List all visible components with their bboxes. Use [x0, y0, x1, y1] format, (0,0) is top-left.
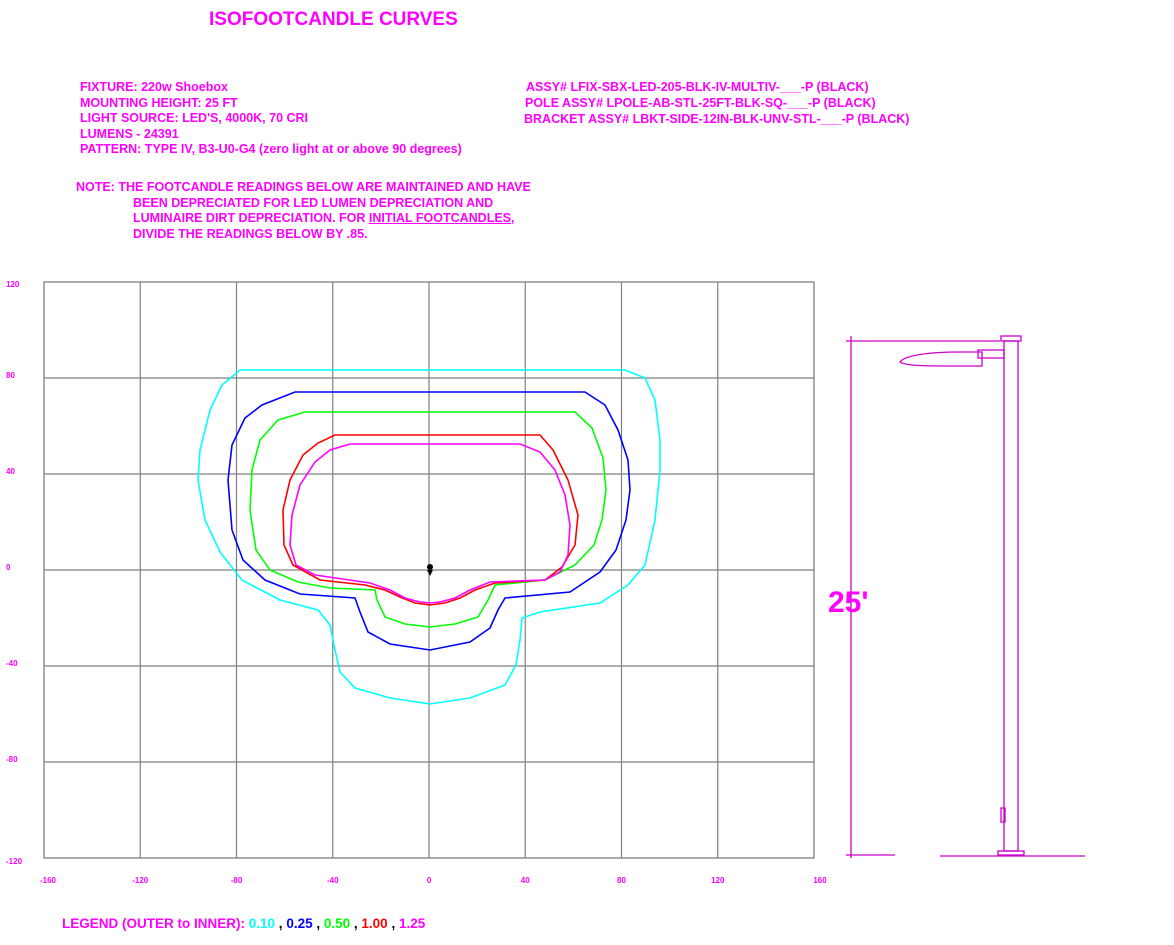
- legend-value: 1.25: [398, 916, 426, 931]
- pole-elevation-drawing: [846, 335, 1085, 858]
- lumens-label: LUMENS - 24391: [80, 126, 179, 141]
- x-tick-label: 160: [813, 876, 827, 885]
- mounting-height-label: MOUNTING HEIGHT: 25 FT: [80, 95, 238, 110]
- note-line-4: DIVIDE THE READINGS BELOW BY .85.: [133, 226, 368, 241]
- plot-tick-labels: -160 -120 -80 -40 0 40 80 120 160 120 80 40 0 -40 -80 -…: [6, 280, 827, 885]
- fixture-specs: FIXTURE: 220w Shoebox MOUNTING HEIGHT: 2…: [80, 80, 462, 158]
- legend-value: 0.50: [323, 916, 351, 931]
- curve-0-50: [249, 411, 607, 628]
- x-tick-label: 40: [521, 876, 530, 885]
- x-tick-label: -120: [132, 876, 149, 885]
- legend: LEGEND (OUTER to INNER): 0.10 , 0.25 , 0…: [62, 916, 425, 931]
- y-tick-label: -40: [6, 659, 18, 668]
- handhole: [1000, 807, 1006, 823]
- legend-prefix: LEGEND (OUTER to INNER):: [62, 916, 245, 931]
- legend-items: 0.10 , 0.25 , 0.50 , 1.00 , 1.25: [249, 916, 425, 931]
- luminaire-location-marker: [427, 564, 433, 570]
- y-tick-label: 80: [6, 371, 15, 380]
- x-tick-label: 120: [711, 876, 725, 885]
- assy-label: ASSY# LFIX-SBX-LED-205-BLK-IV-MULTIV-___…: [526, 80, 869, 94]
- legend-value: 0.25: [286, 916, 313, 931]
- y-tick-label: 120: [6, 280, 20, 289]
- initial-footcandles-underlined: INITIAL FOOTCANDLES,: [368, 211, 515, 225]
- x-tick-label: 80: [617, 876, 626, 885]
- plot-grid: [43, 281, 815, 859]
- y-tick-label: 0: [6, 563, 11, 572]
- bracket-assy-label: BRACKET ASSY# LBKT-SIDE-12IN-BLK-UNV-STL…: [524, 112, 910, 126]
- pole-cap: [1000, 335, 1022, 342]
- curve-1-00: [282, 434, 579, 606]
- page-title: ISOFOOTCANDLE CURVES: [209, 9, 458, 30]
- legend-separator: ,: [350, 916, 362, 931]
- pattern-label: PATTERN: TYPE IV, B3-U0-G4 (zero light a…: [80, 142, 462, 156]
- pole-height-label: 25': [828, 586, 869, 619]
- note-line-1: NOTE: THE FOOTCANDLE READINGS BELOW ARE …: [76, 180, 531, 194]
- x-tick-label: -40: [327, 876, 339, 885]
- note-line-2: BEEN DEPRECIATED FOR LED LUMEN DEPRECIAT…: [133, 195, 494, 210]
- light-source-label: LIGHT SOURCE: LED'S, 4000K, 70 CRI: [80, 111, 309, 125]
- shoebox-fixture: [899, 351, 983, 367]
- note-line-3: LUMINAIRE DIRT DEPRECIATION. FOR INITIAL…: [76, 211, 531, 227]
- depreciation-note: NOTE: THE FOOTCANDLE READINGS BELOW ARE …: [76, 180, 531, 242]
- y-tick-label: -80: [6, 755, 18, 764]
- pole-base: [997, 850, 1025, 856]
- curve-0-10: [197, 369, 661, 705]
- curve-0-25: [227, 391, 631, 651]
- legend-separator: ,: [312, 916, 324, 931]
- x-tick-label: 0: [427, 876, 432, 885]
- x-tick-label: -160: [40, 876, 57, 885]
- pole-assy-label: POLE ASSY# LPOLE-AB-STL-25FT-BLK-SQ-___-…: [525, 96, 876, 110]
- y-tick-label: -120: [6, 857, 23, 866]
- note-line-3-text: LUMINAIRE DIRT DEPRECIATION. FOR: [133, 211, 369, 225]
- pole-shaft: [1003, 340, 1019, 852]
- legend-separator: ,: [387, 916, 399, 931]
- isofootcandle-curves: [197, 369, 661, 705]
- legend-value: 0.10: [248, 916, 276, 931]
- fixture-label: FIXTURE: 220w Shoebox: [80, 80, 228, 94]
- y-tick-label: 40: [6, 467, 15, 476]
- x-tick-label: -80: [231, 876, 243, 885]
- legend-value: 1.00: [361, 916, 388, 931]
- luminaire-direction-marker: [427, 570, 433, 576]
- mounting-arm: [977, 349, 1005, 359]
- curve-1-25: [289, 443, 571, 604]
- legend-separator: ,: [275, 916, 287, 931]
